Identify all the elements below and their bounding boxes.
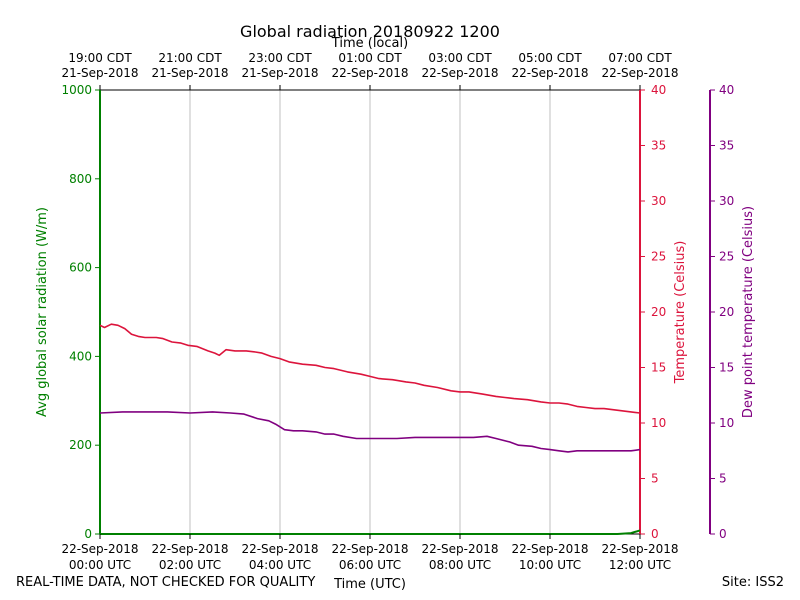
left-tick-label: 200 <box>69 438 92 452</box>
top-tick-date-label: 21-Sep-2018 <box>241 66 318 80</box>
bottom-tick-time-label: 08:00 UTC <box>429 558 491 572</box>
top-tick-date-label: 22-Sep-2018 <box>511 66 588 80</box>
ticks: 0 200 400 600 800 1000 0 0 5 5 10 10 15 15 20 20 25 25 30 3… <box>61 51 734 572</box>
top-tick-time-label: 01:00 CDT <box>338 51 402 65</box>
far-right-tick-label: 35 <box>719 139 734 153</box>
far-right-tick-label: 25 <box>719 250 734 264</box>
left-tick-label: 600 <box>69 261 92 275</box>
axes <box>99 89 711 535</box>
top-tick-time-label: 23:00 CDT <box>248 51 312 65</box>
bottom-tick-time-label: 04:00 UTC <box>249 558 311 572</box>
site-label: Site: ISS2 <box>721 575 784 590</box>
bottom-tick-date-label: 22-Sep-2018 <box>421 542 498 556</box>
bottom-tick-time-label: 12:00 UTC <box>609 558 671 572</box>
bottom-tick-date-label: 22-Sep-2018 <box>601 542 678 556</box>
bottom-tick-date-label: 22-Sep-2018 <box>151 542 228 556</box>
bottom-tick-time-label: 06:00 UTC <box>339 558 401 572</box>
bottom-tick-date-label: 22-Sep-2018 <box>241 542 318 556</box>
bottom-tick-time-label: 02:00 UTC <box>159 558 221 572</box>
top-tick-time-label: 03:00 CDT <box>428 51 492 65</box>
left-tick-label: 0 <box>84 527 92 541</box>
bottom-axis-label: Time (UTC) <box>333 577 406 592</box>
right-tick-label: 40 <box>651 83 666 97</box>
top-tick-time-label: 21:00 CDT <box>158 51 222 65</box>
top-tick-date-label: 21-Sep-2018 <box>151 66 228 80</box>
right-tick-label: 20 <box>651 305 666 319</box>
right-axis-label: Temperature (Celsius) <box>673 241 688 385</box>
left-axis-label: Avg global solar radiation (W/m) <box>35 207 50 417</box>
right-tick-label: 0 <box>651 527 659 541</box>
top-tick-time-label: 19:00 CDT <box>68 51 132 65</box>
top-tick-date-label: 22-Sep-2018 <box>421 66 498 80</box>
far-right-axis-label: Dew point temperature (Celsius) <box>741 206 756 418</box>
bottom-tick-time-label: 10:00 UTC <box>519 558 581 572</box>
right-tick-label: 15 <box>651 361 666 375</box>
top-tick-date-label: 21-Sep-2018 <box>61 66 138 80</box>
far-right-tick-label: 0 <box>719 527 727 541</box>
right-tick-label: 30 <box>651 194 666 208</box>
dewpoint-series-line <box>99 411 641 453</box>
temperature-series-line <box>99 323 641 414</box>
gridlines <box>189 90 551 534</box>
bottom-tick-time-label: 00:00 UTC <box>69 558 131 572</box>
chart-title: Global radiation 20180922 1200 <box>240 22 500 41</box>
left-tick-label: 800 <box>69 172 92 186</box>
top-tick-date-label: 22-Sep-2018 <box>601 66 678 80</box>
right-tick-label: 25 <box>651 250 666 264</box>
bottom-tick-date-label: 22-Sep-2018 <box>511 542 588 556</box>
top-tick-time-label: 07:00 CDT <box>608 51 672 65</box>
far-right-tick-label: 5 <box>719 472 727 486</box>
top-tick-time-label: 05:00 CDT <box>518 51 582 65</box>
bottom-tick-date-label: 22-Sep-2018 <box>331 542 408 556</box>
top-tick-date-label: 22-Sep-2018 <box>331 66 408 80</box>
top-axis-label: Time (local) <box>331 36 408 51</box>
right-tick-label: 10 <box>651 416 666 430</box>
series-group <box>99 323 641 535</box>
right-tick-label: 5 <box>651 472 659 486</box>
far-right-tick-label: 10 <box>719 416 734 430</box>
radiation-series-line <box>100 529 641 535</box>
far-right-tick-label: 20 <box>719 305 734 319</box>
right-tick-label: 35 <box>651 139 666 153</box>
left-tick-label: 1000 <box>61 83 92 97</box>
quality-note: REAL-TIME DATA, NOT CHECKED FOR QUALITY <box>16 575 316 590</box>
far-right-tick-label: 30 <box>719 194 734 208</box>
far-right-tick-label: 15 <box>719 361 734 375</box>
bottom-tick-date-label: 22-Sep-2018 <box>61 542 138 556</box>
left-tick-label: 400 <box>69 349 92 363</box>
far-right-tick-label: 40 <box>719 83 734 97</box>
